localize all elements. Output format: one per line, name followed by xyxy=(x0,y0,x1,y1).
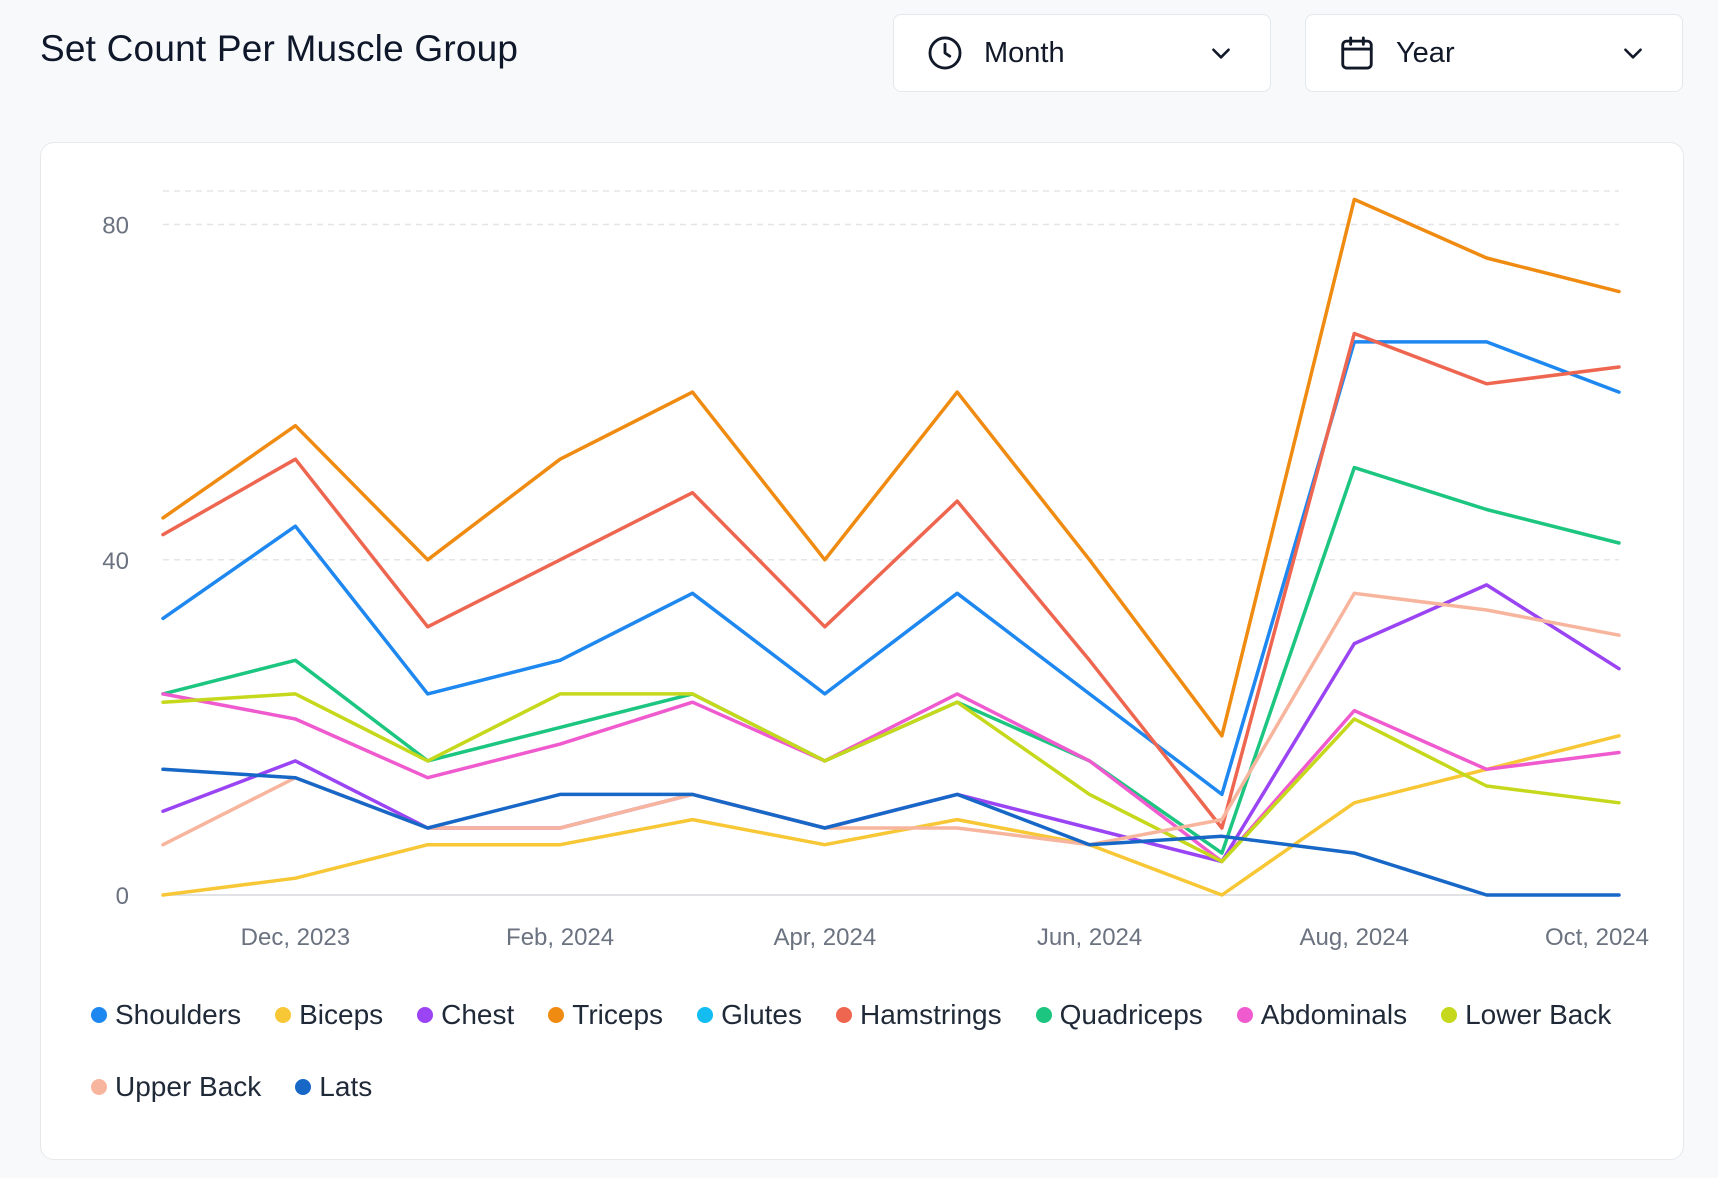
x-tick-label: Oct, 2024 xyxy=(1545,924,1649,951)
period-dropdown[interactable]: Month xyxy=(893,14,1271,92)
legend-item-hamstrings[interactable]: Hamstrings xyxy=(836,991,1002,1039)
legend-dot-icon xyxy=(697,1007,714,1023)
page-title: Set Count Per Muscle Group xyxy=(40,28,519,69)
legend-dot-icon xyxy=(91,1007,107,1023)
legend-label: Hamstrings xyxy=(860,999,1002,1030)
legend-dot-icon xyxy=(417,1007,434,1023)
legend-dot-icon xyxy=(1236,1007,1253,1023)
series-line-hamstrings xyxy=(161,331,1621,830)
series-line-lats xyxy=(161,767,1621,897)
series-line-biceps xyxy=(161,734,1621,897)
period-dropdown-label: Month xyxy=(984,36,1065,69)
chart-legend: Shoulders Biceps Chest Triceps Glutes Hamstri… xyxy=(91,991,1661,1111)
legend-item-chest[interactable]: Chest xyxy=(417,991,514,1039)
series-line-abdominals xyxy=(161,692,1621,864)
legend-dot-icon xyxy=(548,1007,565,1023)
legend-item-quadriceps[interactable]: Quadriceps xyxy=(1035,991,1203,1039)
series-line-lower-back xyxy=(161,692,1621,864)
legend-label: Lats xyxy=(319,1071,373,1102)
chevron-down-icon xyxy=(1208,40,1234,66)
x-tick-label: Jun, 2024 xyxy=(1037,924,1142,951)
legend-item-shoulders[interactable]: Shoulders xyxy=(91,991,241,1039)
legend-item-lower-back[interactable]: Lower Back xyxy=(1441,991,1611,1039)
legend-item-glutes[interactable]: Glutes xyxy=(697,991,802,1039)
legend-label: Abdominals xyxy=(1260,999,1408,1030)
legend-item-triceps[interactable]: Triceps xyxy=(548,991,663,1039)
y-tick-label: 0 xyxy=(116,883,129,910)
legend-label: Shoulders xyxy=(115,999,242,1030)
line-chart: 0 40 80 Dec, 2023 Feb, 2024 Apr, 2024 Jun, 202… xyxy=(102,190,1649,951)
legend-dot-icon xyxy=(1441,1007,1458,1023)
legend-dot-icon xyxy=(275,1007,292,1023)
legend-label: Chest xyxy=(441,999,515,1030)
legend-label: Triceps xyxy=(572,999,664,1030)
legend-label: Biceps xyxy=(299,999,384,1030)
series-line-triceps xyxy=(161,197,1621,738)
x-tick-label: Aug, 2024 xyxy=(1300,924,1409,951)
x-tick-label: Dec, 2023 xyxy=(241,924,350,951)
legend-dot-icon xyxy=(91,1079,107,1095)
legend-dot-icon xyxy=(295,1079,312,1095)
legend-label: Quadriceps xyxy=(1059,999,1203,1030)
series-line-upper-back xyxy=(161,591,1621,847)
x-tick-label: Apr, 2024 xyxy=(773,924,876,951)
legend-label: Upper Back xyxy=(115,1071,262,1102)
range-dropdown-label: Year xyxy=(1396,36,1455,69)
legend-item-biceps[interactable]: Biceps xyxy=(275,991,383,1039)
legend-label: Glutes xyxy=(721,999,802,1030)
chevron-down-icon xyxy=(1620,40,1646,66)
y-tick-label: 40 xyxy=(102,548,129,575)
legend-item-lats[interactable]: Lats xyxy=(295,1063,372,1111)
series-line-quadriceps xyxy=(161,465,1621,855)
y-tick-label: 80 xyxy=(102,213,129,240)
x-tick-label: Feb, 2024 xyxy=(506,924,614,951)
legend-dot-icon xyxy=(1035,1007,1052,1023)
clock-icon xyxy=(926,34,964,72)
legend-dot-icon xyxy=(836,1007,852,1023)
chart-card: 0 40 80 Dec, 2023 Feb, 2024 Apr, 2024 Jun, 202… xyxy=(40,142,1684,1160)
legend-item-abdominals[interactable]: Abdominals xyxy=(1236,991,1408,1039)
series-line-chest xyxy=(161,583,1621,864)
calendar-icon xyxy=(1338,34,1376,72)
legend-item-upper-back[interactable]: Upper Back xyxy=(91,1063,261,1111)
legend-label: Lower Back xyxy=(1465,999,1612,1030)
range-dropdown[interactable]: Year xyxy=(1305,14,1683,92)
